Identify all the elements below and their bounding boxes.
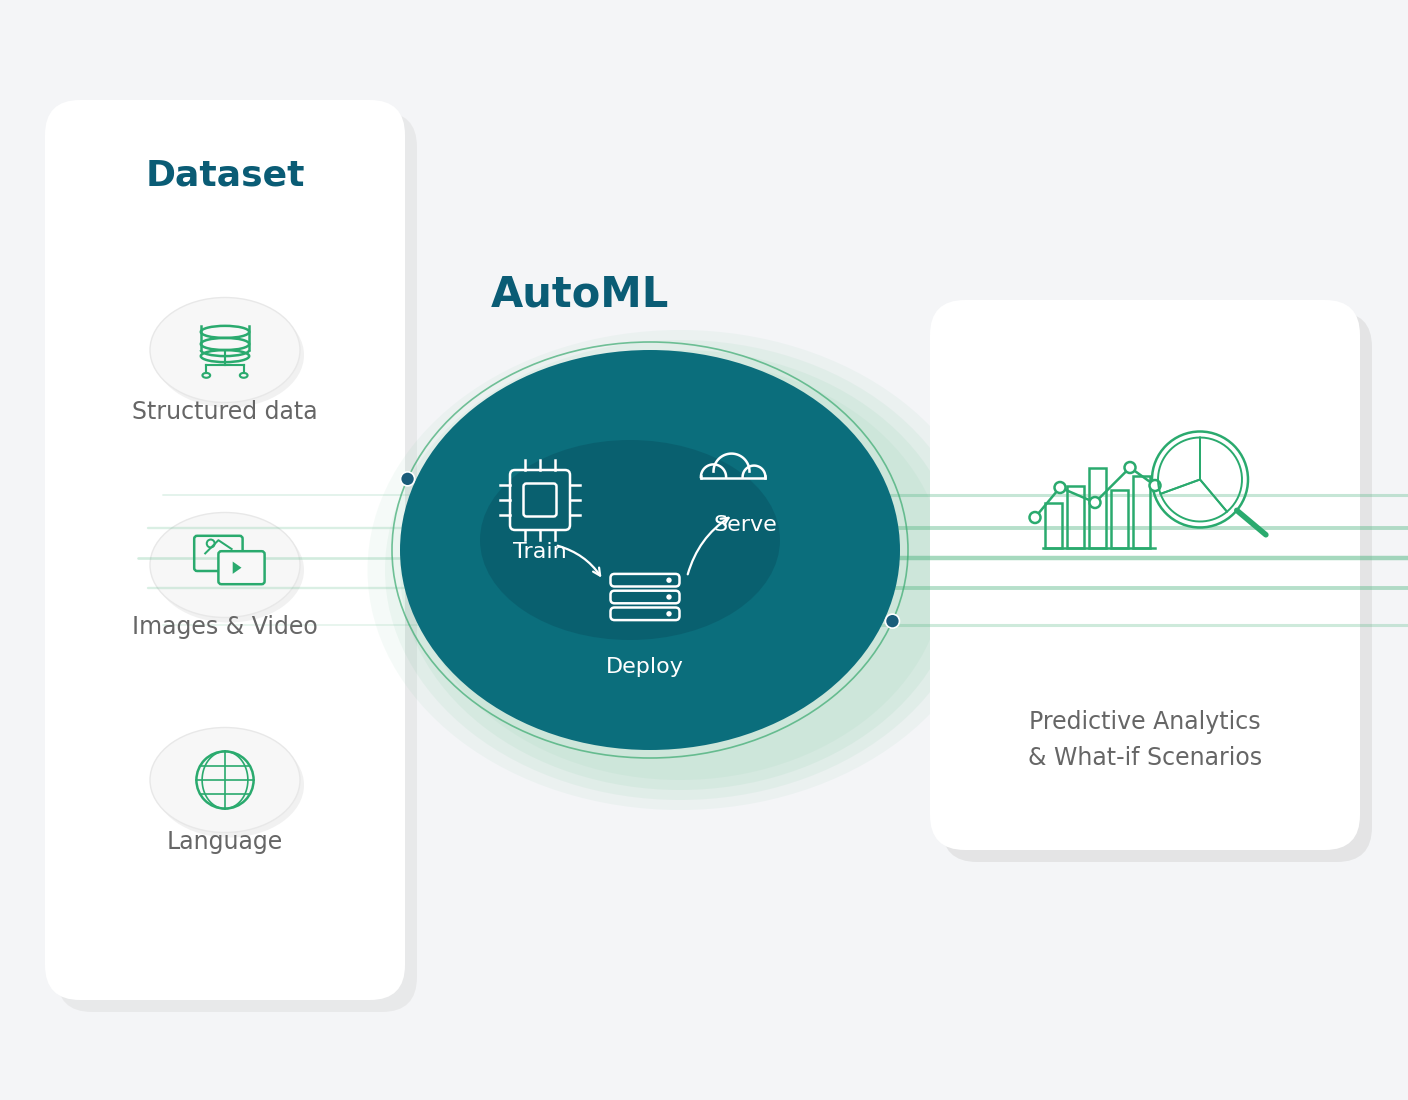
Text: Serve: Serve	[712, 515, 777, 535]
Circle shape	[1029, 512, 1041, 522]
Ellipse shape	[415, 360, 945, 780]
FancyArrowPatch shape	[558, 546, 600, 575]
Text: Images & Video: Images & Video	[132, 615, 318, 639]
Ellipse shape	[153, 733, 304, 837]
Ellipse shape	[151, 727, 300, 833]
Circle shape	[666, 594, 672, 600]
Ellipse shape	[153, 302, 304, 407]
Text: Train: Train	[513, 542, 567, 562]
Text: Dataset: Dataset	[145, 158, 304, 192]
FancyBboxPatch shape	[45, 100, 406, 1000]
Ellipse shape	[151, 297, 300, 403]
Circle shape	[666, 578, 672, 583]
Polygon shape	[232, 561, 242, 574]
FancyBboxPatch shape	[942, 312, 1371, 862]
FancyBboxPatch shape	[931, 300, 1360, 850]
Ellipse shape	[367, 330, 993, 810]
Ellipse shape	[151, 513, 300, 617]
Circle shape	[666, 612, 672, 616]
Text: Structured data: Structured data	[132, 400, 318, 424]
Circle shape	[1125, 462, 1135, 473]
Ellipse shape	[400, 350, 900, 750]
Text: Deploy: Deploy	[605, 657, 684, 676]
Text: Predictive Analytics
& What-if Scenarios: Predictive Analytics & What-if Scenarios	[1028, 711, 1262, 770]
Circle shape	[400, 472, 414, 486]
Ellipse shape	[480, 440, 780, 640]
Circle shape	[1055, 482, 1066, 493]
FancyArrowPatch shape	[687, 518, 728, 574]
Ellipse shape	[400, 350, 960, 790]
Text: AutoML: AutoML	[491, 274, 669, 316]
Circle shape	[1090, 497, 1101, 508]
Ellipse shape	[153, 517, 304, 623]
Text: Language: Language	[168, 830, 283, 854]
Circle shape	[886, 614, 900, 628]
FancyBboxPatch shape	[56, 112, 417, 1012]
FancyBboxPatch shape	[218, 551, 265, 584]
Circle shape	[1149, 480, 1160, 491]
Ellipse shape	[384, 340, 974, 800]
